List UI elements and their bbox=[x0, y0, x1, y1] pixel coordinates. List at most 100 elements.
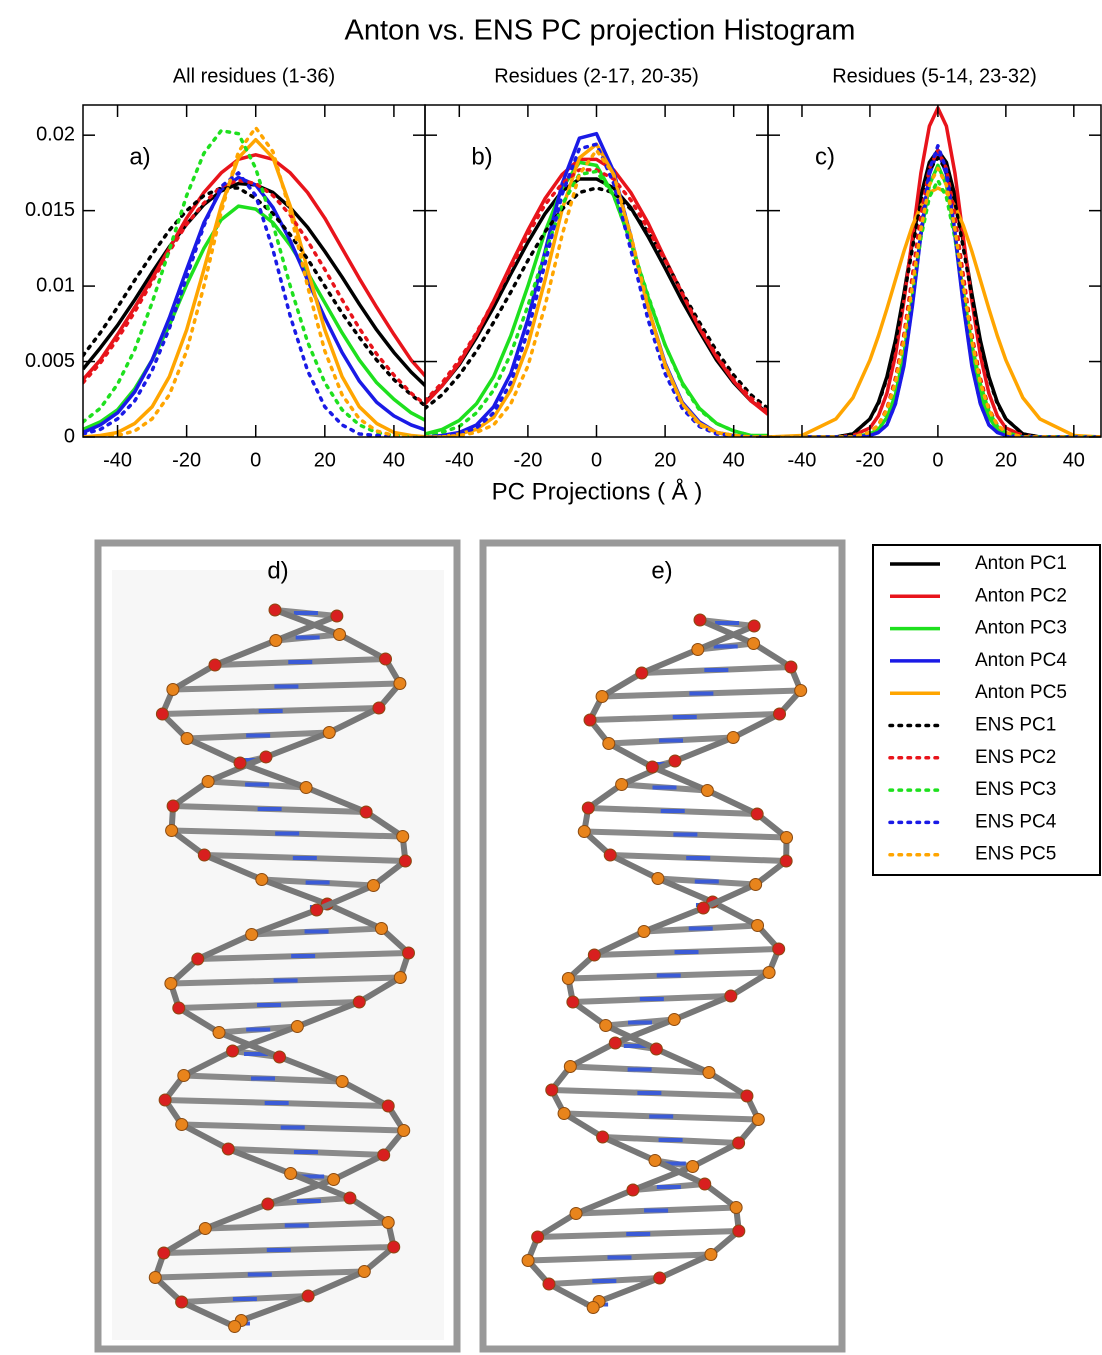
x-axis-label: PC Projections ( Å ) bbox=[492, 477, 703, 505]
phosphate bbox=[374, 922, 388, 935]
series-line bbox=[83, 186, 425, 408]
x-tick-label: 20 bbox=[654, 449, 676, 471]
series-line bbox=[83, 204, 425, 432]
series-line bbox=[83, 171, 425, 437]
phosphate bbox=[197, 848, 211, 862]
series-line bbox=[425, 160, 768, 437]
phosphate bbox=[177, 1069, 191, 1082]
phosphate bbox=[322, 726, 336, 739]
series-line bbox=[425, 157, 768, 416]
legend-label: ENS PC3 bbox=[975, 779, 1056, 800]
structure-label: e) bbox=[651, 557, 672, 584]
series-line bbox=[425, 168, 768, 414]
phosphate bbox=[191, 952, 205, 966]
phosphate bbox=[228, 1320, 242, 1333]
x-tick-label: 0 bbox=[250, 449, 261, 471]
phosphate bbox=[268, 603, 282, 617]
phosphate bbox=[165, 824, 179, 837]
phosphate bbox=[401, 946, 415, 960]
y-tick-label: 0.02 bbox=[36, 123, 75, 145]
phosphate bbox=[724, 989, 738, 1003]
phosphate bbox=[366, 879, 380, 892]
phosphate bbox=[595, 690, 609, 703]
phosphate bbox=[393, 971, 407, 984]
phosphate bbox=[691, 643, 705, 656]
phosphate bbox=[166, 683, 180, 696]
phosphate bbox=[686, 1160, 700, 1173]
series-line bbox=[83, 178, 425, 407]
phosphate bbox=[635, 666, 649, 680]
phosphate bbox=[545, 1083, 559, 1097]
legend-label: Anton PC2 bbox=[975, 585, 1067, 606]
phosphate bbox=[157, 1246, 171, 1260]
phosphate bbox=[379, 652, 393, 666]
phosphate bbox=[542, 1277, 556, 1291]
phosphate bbox=[396, 830, 410, 843]
series-line bbox=[83, 137, 425, 437]
legend-label: Anton PC3 bbox=[975, 618, 1067, 639]
phosphate bbox=[596, 1130, 610, 1144]
phosphate bbox=[702, 1066, 716, 1079]
series-line bbox=[425, 177, 768, 415]
panel-subtitle: All residues (1-36) bbox=[173, 65, 335, 87]
phosphate bbox=[649, 1042, 663, 1056]
phosphate bbox=[698, 1177, 712, 1191]
phosphate bbox=[561, 972, 575, 985]
phosphate bbox=[158, 1093, 172, 1107]
phosphate bbox=[566, 995, 580, 1009]
series-line bbox=[768, 186, 1101, 437]
series-line bbox=[768, 148, 1101, 437]
phosphate bbox=[794, 684, 808, 697]
series-line bbox=[83, 125, 425, 437]
x-tick-label: -20 bbox=[855, 449, 884, 471]
phosphate bbox=[645, 760, 659, 774]
phosphate bbox=[330, 609, 344, 623]
series-line bbox=[83, 175, 425, 435]
series-line bbox=[768, 178, 1101, 437]
phosphate bbox=[226, 1044, 240, 1058]
phosphate bbox=[779, 854, 793, 868]
phosphate bbox=[563, 1060, 577, 1073]
phosphate bbox=[393, 677, 407, 690]
legend-box bbox=[872, 544, 1101, 876]
phosphate bbox=[259, 750, 273, 764]
series-line bbox=[83, 128, 425, 437]
phosphate bbox=[762, 966, 776, 979]
x-tick-label: -40 bbox=[788, 449, 817, 471]
phosphate bbox=[773, 707, 787, 721]
phosphate bbox=[155, 707, 169, 721]
phosphate bbox=[397, 1124, 411, 1137]
phosphate bbox=[608, 1036, 622, 1050]
series-line bbox=[425, 186, 768, 411]
phosphate bbox=[261, 1197, 275, 1211]
phosphate bbox=[772, 942, 786, 956]
phosphate bbox=[148, 1271, 162, 1284]
series-line bbox=[425, 142, 768, 437]
phosphate bbox=[577, 825, 591, 838]
phosphate bbox=[626, 1183, 640, 1197]
phosphate bbox=[245, 928, 259, 941]
phosphate bbox=[381, 1099, 395, 1113]
phosphate bbox=[290, 1020, 304, 1033]
series-line bbox=[768, 163, 1101, 437]
phosphate bbox=[352, 995, 366, 1009]
x-tick-label: 40 bbox=[723, 449, 745, 471]
y-tick-label: 0.005 bbox=[25, 350, 75, 372]
x-tick-label: 20 bbox=[995, 449, 1017, 471]
phosphate bbox=[273, 1050, 287, 1064]
phosphate bbox=[343, 1191, 357, 1205]
legend-label: ENS PC2 bbox=[975, 747, 1056, 768]
phosphate bbox=[603, 848, 617, 862]
phosphate bbox=[668, 754, 682, 768]
panel-label: b) bbox=[471, 143, 492, 170]
phosphate bbox=[696, 901, 710, 915]
backbone bbox=[548, 617, 804, 1305]
phosphate bbox=[729, 1201, 743, 1214]
structure-label: d) bbox=[267, 557, 288, 584]
phosphate bbox=[398, 854, 412, 868]
phosphate bbox=[284, 1167, 298, 1180]
figure-title: Anton vs. ENS PC projection Histogram bbox=[345, 15, 856, 47]
backbone bbox=[162, 607, 412, 1324]
x-tick-label: -40 bbox=[445, 449, 474, 471]
phosphate bbox=[667, 1013, 681, 1026]
